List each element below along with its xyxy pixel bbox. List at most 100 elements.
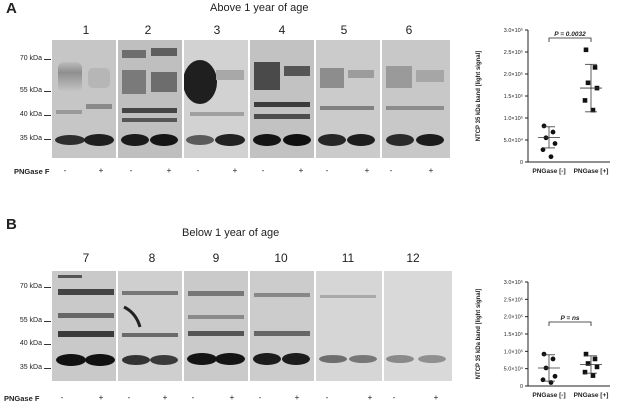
data-point: [592, 356, 598, 362]
panel-b-letter: B: [6, 216, 17, 233]
blot-segment-9: [184, 271, 248, 381]
blot-segment-12: [384, 271, 452, 381]
treated-sign: +: [433, 393, 439, 402]
y-tick-label: 5.0×10⁴: [504, 366, 524, 373]
p-value-label: P = ns: [560, 315, 579, 322]
pngase-label-a: PNGase F: [14, 167, 50, 176]
lane-number: 10: [274, 251, 288, 265]
data-point: [590, 373, 596, 378]
lane-number: 6: [405, 23, 413, 37]
y-axis-label: NTCP 35 kDa band [light signal]: [476, 289, 482, 380]
untreated-sign: -: [191, 393, 195, 402]
untreated-sign: -: [325, 393, 329, 402]
marker-tick: [44, 59, 51, 60]
data-point: [583, 47, 589, 53]
untreated-sign: -: [127, 393, 131, 402]
lane-number: 3: [213, 23, 221, 37]
treated-sign: +: [298, 166, 304, 175]
marker-tick: [44, 321, 51, 322]
marker-40kda: 40 kDa: [19, 340, 42, 347]
blot-segment-7: [52, 271, 116, 381]
marker-tick: [44, 287, 51, 288]
data-point: [582, 98, 588, 103]
marker-40kda: 40 kDa: [19, 111, 42, 118]
treated-sign: +: [428, 166, 434, 175]
untreated-sign: -: [392, 393, 396, 402]
data-point: [541, 351, 547, 357]
marker-55kda: 55 kDa: [19, 87, 42, 94]
blot-segment-2: [118, 40, 182, 158]
lane-number: 8: [148, 251, 156, 265]
x-category-label: PNGase [-]: [532, 168, 565, 175]
data-point: [592, 65, 598, 70]
marker-tick: [44, 368, 51, 369]
treated-sign: +: [166, 166, 172, 175]
x-category-label: PNGase [-]: [532, 392, 565, 399]
treated-sign: +: [232, 166, 238, 175]
lane-number: 12: [406, 251, 420, 265]
pngase-label-b: PNGase F: [4, 394, 40, 403]
data-point: [550, 129, 556, 135]
treated-sign: +: [98, 393, 104, 402]
untreated-sign: -: [63, 166, 67, 175]
chart-a: 0 5.0×10⁴ 1.0×10⁵ 1.5×10⁵ 2.0×10⁵ 2.5×10⁵ 3.0×…: [476, 27, 610, 175]
y-tick-label: 2.0×10⁵: [504, 314, 523, 321]
data-point: [541, 123, 547, 129]
untreated-sign: -: [389, 166, 393, 175]
untreated-sign: -: [129, 166, 133, 175]
x-category-label: PNGase [+]: [574, 392, 609, 399]
blot-segment-8: [118, 271, 182, 381]
data-point: [582, 369, 588, 375]
lane-number: 11: [341, 251, 355, 265]
data-point: [552, 373, 558, 379]
x-category-label: PNGase [+]: [574, 168, 609, 175]
marker-tick: [44, 115, 51, 116]
y-tick-label: 0: [520, 384, 523, 390]
y-tick-label: 1.5×10⁵: [504, 93, 523, 100]
data-point: [590, 107, 596, 113]
treated-sign: +: [367, 393, 373, 402]
data-point: [548, 154, 554, 160]
significance-bracket: [548, 37, 592, 42]
y-tick-label: 2.5×10⁵: [504, 296, 523, 303]
marker-35kda: 35 kDa: [19, 364, 42, 371]
western-blot-a: [52, 40, 450, 158]
y-tick-label: 3.0×10⁵: [504, 27, 523, 34]
panel-a-letter: A: [6, 0, 17, 17]
blot-segment-6: [382, 40, 450, 158]
lane-number: 7: [82, 251, 90, 265]
y-tick-label: 0: [520, 160, 523, 166]
treated-sign: +: [98, 166, 104, 175]
data-point: [594, 364, 600, 370]
marker-35kda: 35 kDa: [19, 135, 42, 142]
blot-segment-3: [183, 40, 248, 158]
blot-segment-1: [52, 40, 116, 158]
marker-70kda: 70 kDa: [19, 55, 42, 62]
data-point: [585, 361, 591, 366]
panel-a-title: Above 1 year of age: [210, 2, 309, 14]
western-blot-b: [52, 271, 452, 381]
y-tick-label: 2.0×10⁵: [504, 71, 523, 78]
y-tick-label: 1.0×10⁵: [504, 348, 523, 355]
marker-tick: [44, 139, 51, 140]
treated-sign: +: [364, 166, 370, 175]
data-point: [550, 356, 556, 362]
blot-segment-4: [250, 40, 314, 158]
treated-sign: +: [162, 393, 168, 402]
marker-55kda: 55 kDa: [19, 317, 42, 324]
blot-segment-5: [316, 40, 380, 158]
data-point: [540, 147, 546, 153]
y-tick-label: 1.0×10⁵: [504, 115, 523, 122]
p-value-label: P = 0.0032: [554, 31, 586, 38]
marker-tick: [44, 344, 51, 345]
y-tick-label: 5.0×10⁴: [504, 137, 524, 144]
untreated-sign: -: [325, 166, 329, 175]
lane-number: 4: [278, 23, 286, 37]
untreated-sign: -: [261, 166, 265, 175]
marker-70kda: 70 kDa: [19, 283, 42, 290]
lane-number: 2: [144, 23, 152, 37]
chart-b: 0 5.0×10⁴ 1.0×10⁵ 1.5×10⁵ 2.0×10⁵ 2.5×10⁵ 3.0×…: [476, 279, 610, 399]
treated-sign: +: [229, 393, 235, 402]
data-point: [543, 135, 549, 141]
untreated-sign: -: [60, 393, 64, 402]
